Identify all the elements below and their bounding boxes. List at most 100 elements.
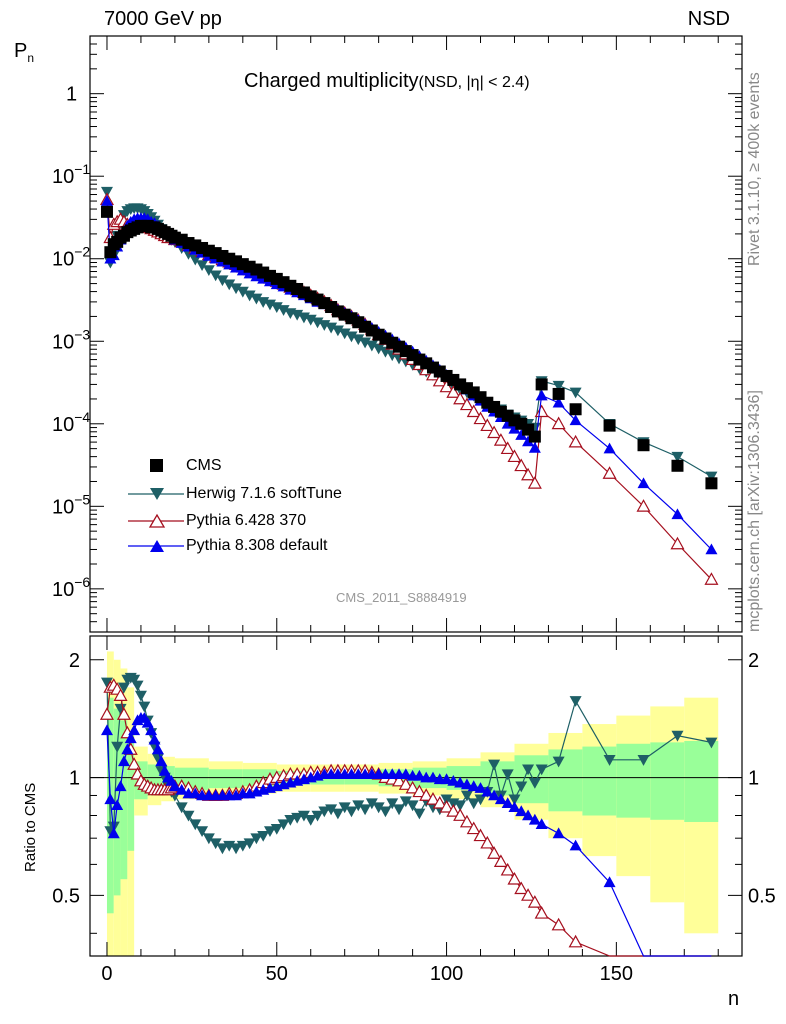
herwig-point <box>270 302 283 314</box>
pythia8-point <box>100 724 113 736</box>
analysis-id-label: CMS_2011_S8884919 <box>336 590 467 605</box>
cms-point <box>705 477 718 490</box>
herwig-point <box>338 328 351 340</box>
pythia8-point <box>515 429 528 440</box>
herwig-point <box>331 808 344 820</box>
chart-title-sub: (NSD, |η| < 2.4) <box>418 74 530 91</box>
herwig-point <box>277 819 290 831</box>
herwig-point <box>440 794 453 806</box>
pythia6-point <box>507 449 522 463</box>
ratio-y-tick-label-right: 1 <box>748 768 759 790</box>
main-y-tick-label: 10−1 <box>52 161 90 188</box>
herwig-point <box>175 802 188 814</box>
herwig-point <box>257 830 270 842</box>
pythia8-point <box>535 389 548 401</box>
pythia6-point <box>439 379 454 393</box>
herwig-point <box>236 840 249 852</box>
herwig-point <box>250 293 263 305</box>
pythia8-point <box>508 801 521 813</box>
herwig-point <box>359 804 372 816</box>
pythia6-point <box>500 441 515 455</box>
herwig-point <box>488 759 501 771</box>
herwig-point <box>318 806 331 818</box>
pythia8-point <box>175 783 188 795</box>
pythia8-point <box>481 785 494 797</box>
header-energy-label: 7000 GeV pp <box>104 8 222 30</box>
pythia8-point <box>522 435 535 447</box>
herwig-point <box>413 808 426 820</box>
cms-point <box>250 263 263 276</box>
pythia6-point <box>127 757 142 770</box>
main-series-layer <box>99 186 719 585</box>
herwig-point <box>535 764 548 776</box>
herwig-point <box>216 843 229 855</box>
pythia6-point <box>534 404 549 418</box>
ratio-y-axis-label: Ratio to CMS <box>22 782 39 872</box>
herwig-point <box>230 283 243 295</box>
legend-label-pythia6: Pythia 6.428 370 <box>186 512 307 529</box>
x-tick-label: 150 <box>600 963 633 985</box>
herwig-point <box>117 682 130 694</box>
pythia6-point <box>453 808 468 821</box>
ratio-plot-frame <box>89 635 743 957</box>
pythia8-point <box>569 839 582 851</box>
pythia8-point <box>522 809 535 821</box>
main-y-tick-label: 10−6 <box>52 574 90 601</box>
pythia8-point <box>637 477 650 489</box>
cms-point <box>552 387 565 400</box>
pythia6-point <box>500 862 515 876</box>
herwig-point <box>379 806 392 818</box>
pythia8-point <box>603 876 616 888</box>
pythia8-point <box>413 769 426 781</box>
cms-point <box>535 378 548 391</box>
pythia8-point <box>148 733 161 745</box>
herwig-point <box>338 802 351 814</box>
pythia6-point <box>473 411 488 425</box>
herwig-point <box>454 800 467 812</box>
main-y-tick-exponent: −3 <box>74 326 90 342</box>
herwig-point <box>236 286 249 298</box>
pythia8-point <box>528 813 541 825</box>
pythia8-point <box>460 778 473 790</box>
herwig-point <box>705 737 718 749</box>
pythia6-point <box>412 784 427 798</box>
herwig-point <box>138 701 151 713</box>
legend-label-cms: CMS <box>186 457 222 474</box>
herwig-point <box>372 802 385 814</box>
herwig-point <box>515 781 528 793</box>
herwig-point <box>111 741 124 753</box>
pythia6-point <box>551 416 566 430</box>
band-green <box>548 749 583 812</box>
herwig-point <box>196 260 209 271</box>
pythia6-point <box>419 788 434 801</box>
cms-point <box>603 419 616 432</box>
herwig-point <box>128 674 141 686</box>
pythia6-point <box>507 871 522 885</box>
herwig-point <box>202 833 215 845</box>
band-green <box>616 743 651 818</box>
pythia8-point <box>124 732 137 744</box>
x-tick-label: 50 <box>266 963 288 985</box>
pythia8-point <box>128 724 141 736</box>
ratio-y-tick-label-right: 2 <box>748 650 759 672</box>
herwig-point <box>216 275 229 287</box>
herwig-point <box>406 800 419 812</box>
legend-label-herwig: Herwig 7.1.6 softTune <box>186 485 342 502</box>
herwig-point <box>501 769 514 781</box>
pythia8-point <box>155 755 168 767</box>
pythia6-point <box>459 814 474 828</box>
pythia6-point <box>534 906 549 919</box>
herwig-point <box>569 696 582 707</box>
herwig-point <box>325 322 338 334</box>
pythia8-point <box>508 422 521 434</box>
pythia8-point <box>552 396 565 408</box>
pythia6-point <box>527 476 542 489</box>
pythia8-point <box>399 768 412 780</box>
pythia8-point <box>528 441 541 453</box>
main-y-axis-label-sub: n <box>27 51 35 65</box>
herwig-point <box>311 810 324 822</box>
pythia6-point <box>514 881 529 895</box>
cms-point <box>100 205 113 218</box>
pythia8-point <box>671 508 684 520</box>
herwig-point <box>671 451 684 463</box>
